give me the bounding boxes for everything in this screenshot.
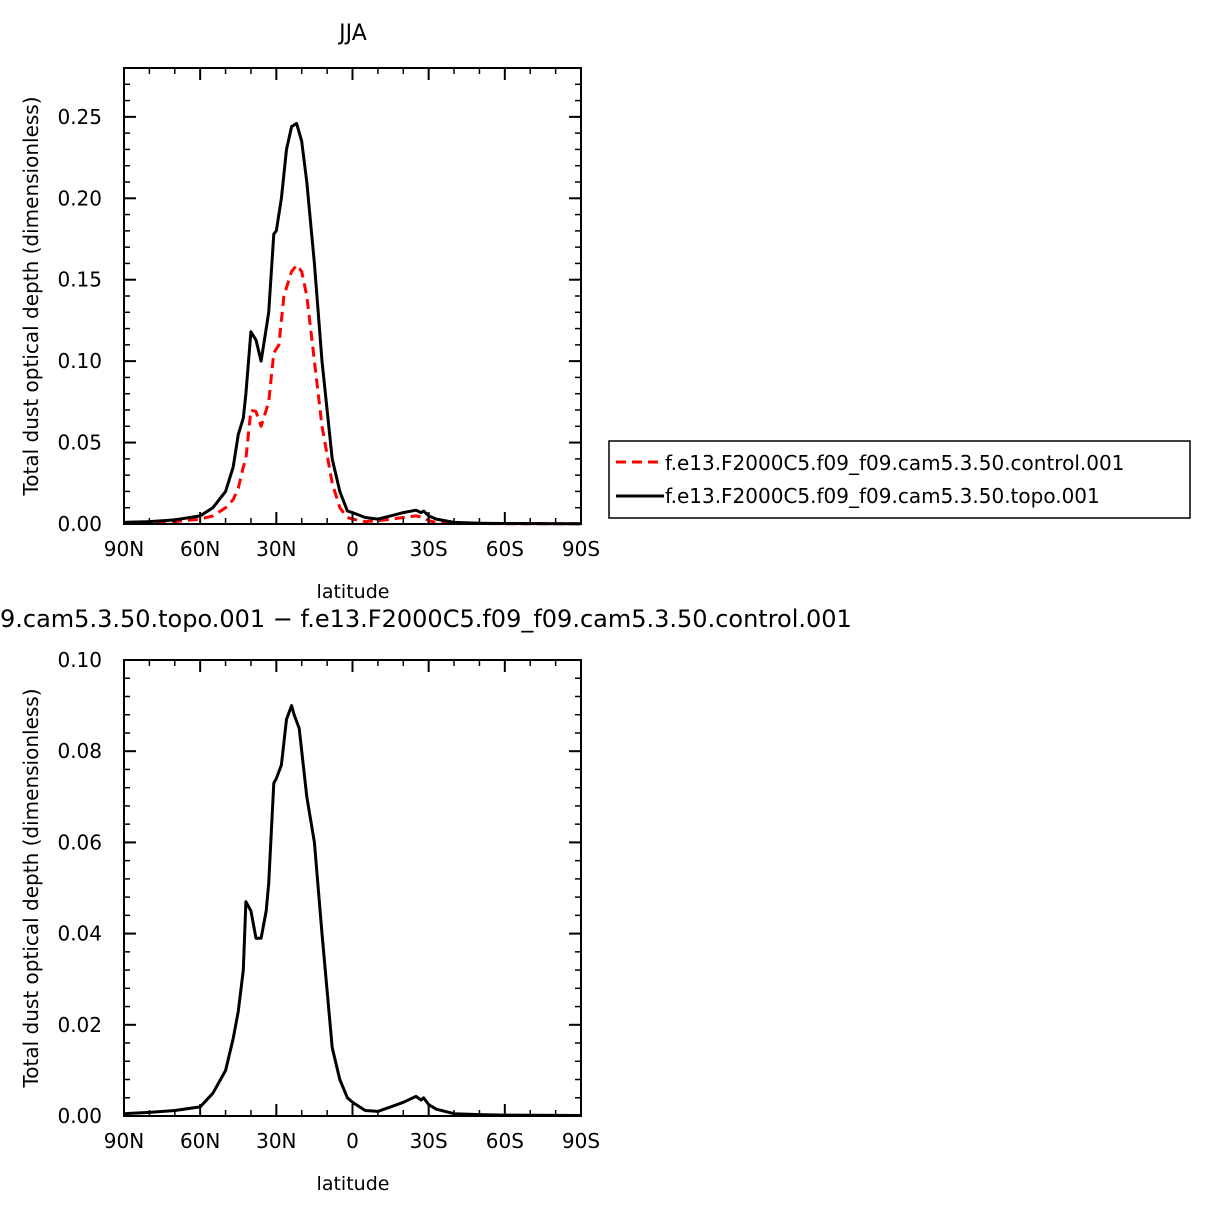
top-series-line-1 — [123, 121, 582, 526]
top-panel: JJA 90N 60N 30N 0 30S 60S 90S 0.00 0.05 0.10 0.15 0… — [19, 21, 600, 603]
bottom-xtick-label-4: 30S — [410, 1129, 448, 1153]
top-xtick-label-2: 30N — [256, 537, 296, 561]
bottom-ytick-label-0: 0.00 — [57, 1104, 102, 1128]
top-xtick-label-1: 60N — [180, 537, 220, 561]
top-xtick-label-3: 0 — [346, 537, 359, 561]
bottom-y-axis-label: Total dust optical depth (dimensionless) — [19, 688, 43, 1088]
top-ytick-label-1: 0.05 — [57, 431, 102, 455]
bottom-x-axis-label: latitude — [317, 1173, 390, 1195]
top-x-axis-label: latitude — [317, 581, 390, 603]
bottom-ytick-label-1: 0.02 — [57, 1013, 102, 1037]
legend: f.e13.F2000C5.f09_f09.cam5.3.50.control.… — [608, 440, 1191, 519]
top-y-axis-label: Total dust optical depth (dimensionless) — [19, 96, 43, 496]
bottom-plot-frame — [123, 659, 582, 1117]
bottom-chart-title: 9.cam5.3.50.topo.001 − f.e13.F2000C5.f09… — [0, 605, 852, 633]
legend-label-control: f.e13.F2000C5.f09_f09.cam5.3.50.control.… — [665, 451, 1124, 475]
bottom-series-layer — [123, 704, 582, 1117]
legend-box — [608, 440, 1191, 519]
top-xtick-label-0: 90N — [104, 537, 144, 561]
top-ytick-label-5: 0.25 — [57, 105, 102, 129]
top-series-layer — [123, 121, 582, 526]
top-ytick-label-0: 0.00 — [57, 512, 102, 536]
bottom-series-line-0 — [123, 704, 582, 1117]
top-xtick-label-6: 90S — [562, 537, 600, 561]
bottom-xtick-label-3: 0 — [346, 1129, 359, 1153]
bottom-ytick-label-4: 0.08 — [57, 739, 102, 763]
legend-label-topo: f.e13.F2000C5.f09_f09.cam5.3.50.topo.001 — [665, 484, 1100, 508]
top-ytick-label-3: 0.15 — [57, 268, 102, 292]
bottom-panel: 9.cam5.3.50.topo.001 − f.e13.F2000C5.f09… — [0, 605, 852, 1195]
bottom-ytick-label-2: 0.04 — [57, 922, 102, 946]
top-ytick-label-4: 0.20 — [57, 186, 102, 210]
bottom-xtick-label-1: 60N — [180, 1129, 220, 1153]
top-ytick-label-2: 0.10 — [57, 349, 102, 373]
top-chart-title: JJA — [337, 21, 367, 46]
bottom-xtick-label-2: 30N — [256, 1129, 296, 1153]
bottom-xtick-label-0: 90N — [104, 1129, 144, 1153]
top-xtick-label-4: 30S — [410, 537, 448, 561]
top-series-line-0 — [123, 263, 582, 526]
bottom-ytick-label-5: 0.10 — [57, 648, 102, 672]
top-xtick-label-5: 60S — [486, 537, 524, 561]
bottom-ticks — [123, 659, 582, 1117]
bottom-tick-labels: 90N 60N 30N 0 30S 60S 90S 0.00 0.02 0.04 0.06 0.08 0… — [57, 648, 600, 1153]
top-ticks — [123, 67, 582, 525]
top-tick-labels: 90N 60N 30N 0 30S 60S 90S 0.00 0.05 0.10 0.15 0.20 0… — [57, 105, 600, 561]
bottom-xtick-label-5: 60S — [486, 1129, 524, 1153]
bottom-xtick-label-6: 90S — [562, 1129, 600, 1153]
bottom-ytick-label-3: 0.06 — [57, 830, 102, 854]
top-plot-frame — [123, 67, 582, 525]
